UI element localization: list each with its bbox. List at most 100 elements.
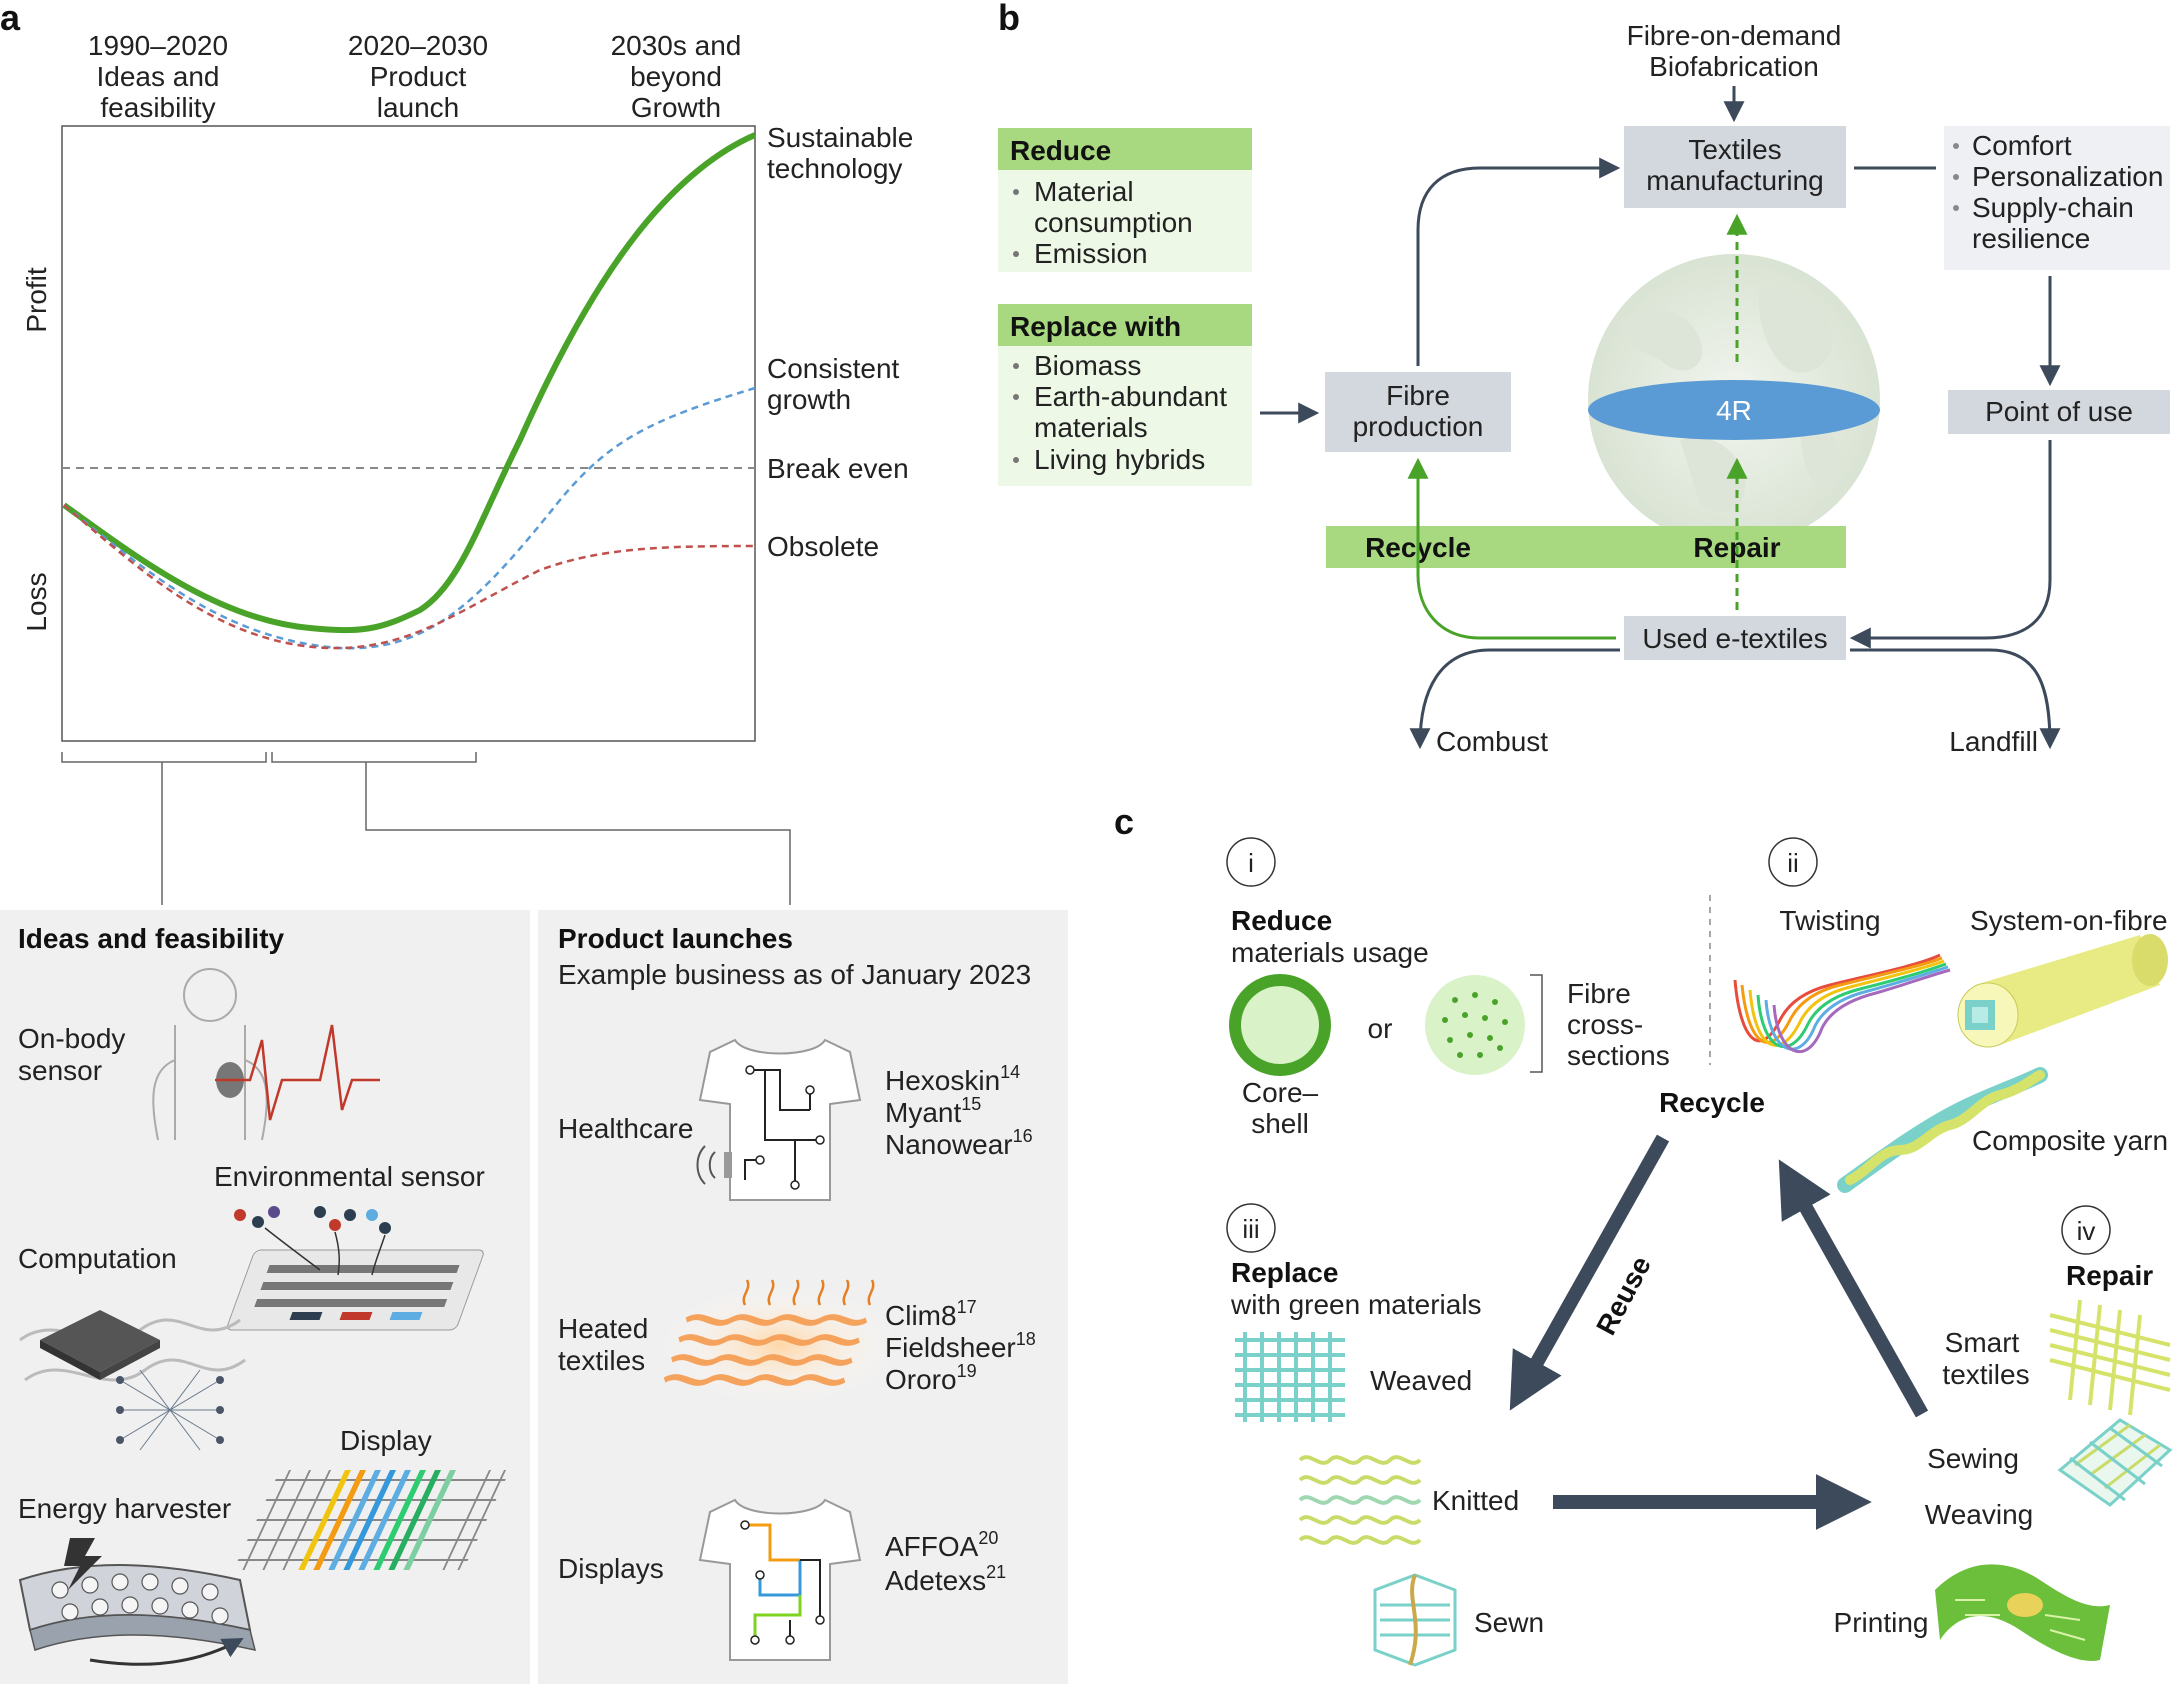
benefit-supply-chain-2: resilience: [1972, 223, 2090, 254]
combust-label: Combust: [1436, 726, 1548, 757]
consistent-label-2: growth: [767, 384, 851, 415]
era-2020-line1: 2020–2030: [348, 30, 488, 61]
twisting-fibres-icon: [1733, 953, 1951, 1054]
composite-yarn-icon: [1837, 1067, 2048, 1193]
environmental-sensor-icon: [227, 1206, 484, 1331]
healthcare-shirt-icon: [696, 1038, 862, 1201]
twisting-label: Twisting: [1779, 905, 1880, 936]
textiles-mfg-label-2: manufacturing: [1646, 165, 1823, 196]
panel-b: b Fibre-on-demand Biofabrication Reduce …: [998, 0, 2170, 757]
replace-green-title: Replace: [1231, 1257, 1338, 1288]
used-to-fibre-green-arrow: [1407, 457, 1616, 640]
product-box-title: Product launches: [558, 923, 793, 954]
company-nanowear: Nanowear16: [885, 1126, 1033, 1160]
fibre-production-label-2: production: [1353, 411, 1484, 442]
four-r-label: 4R: [1716, 395, 1752, 426]
or-label: or: [1368, 1013, 1393, 1044]
section-i-marker: [1226, 837, 1276, 887]
fibre-on-demand-label-1: Fibre-on-demand: [1627, 20, 1842, 51]
core-shell-label-1: Core–: [1242, 1077, 1319, 1108]
point-of-use-to-used-arrow: [1849, 440, 2052, 649]
on-body-label-1: On-body: [18, 1023, 125, 1054]
sewing-label: Sewing: [1927, 1443, 2019, 1474]
replace-item-earth-2: materials: [1034, 412, 1148, 443]
bracket-launch: [271, 752, 477, 763]
weaving-label: Weaving: [1925, 1499, 2033, 1530]
smart-textiles-label-1: Smart: [1945, 1327, 2020, 1358]
replace-item-earth-1: Earth-abundant: [1034, 381, 1227, 412]
replace-box: Replace with Biomass Earth-abundant mate…: [998, 304, 1252, 486]
section-ii-marker: [1768, 837, 1818, 887]
used-etextiles-box: Used e-textiles: [1624, 616, 1846, 660]
era-1990-line3: feasibility: [100, 92, 215, 123]
company-fieldsheer: Fieldsheer18: [885, 1329, 1036, 1363]
point-of-use-label: Point of use: [1985, 396, 2133, 427]
section-iii-label: iii: [1242, 1214, 1259, 1244]
display-companies: AFFOA20 Adetexs21: [885, 1528, 1006, 1596]
section-ii-label: ii: [1787, 848, 1799, 878]
panel-c: c i Reduce materials usage Core– shell o…: [1114, 801, 2173, 1667]
panel-c-letter: c: [1114, 801, 1134, 842]
environmental-sensor-label: Environmental sensor: [214, 1161, 485, 1192]
smart-textiles-icon: [2049, 1299, 2171, 1416]
company-ororo: Ororo19: [885, 1361, 977, 1395]
consistent-label-1: Consistent: [767, 353, 900, 384]
era-2030-line2: beyond: [630, 61, 722, 92]
system-on-fibre-icon: [1957, 934, 2168, 1048]
loss-axis-label: Loss: [21, 572, 52, 631]
computation-label: Computation: [18, 1243, 177, 1274]
display-shirt-icon: [698, 1498, 862, 1661]
section-iv-marker: [2061, 1205, 2111, 1255]
era-2030-line1: 2030s and: [611, 30, 742, 61]
printing-circuit-icon: [1935, 1564, 2110, 1661]
repair-to-recycle-arrow: [1778, 1159, 1929, 1418]
plot-frame: [61, 125, 756, 742]
repair-title: Repair: [2066, 1260, 2153, 1291]
fibre-on-demand-label-2: Biofabrication: [1649, 51, 1819, 82]
era-1990: 1990–2020 Ideas and feasibility: [88, 30, 228, 123]
connector-launch: [365, 762, 791, 905]
benefit-supply-chain-1: Supply-chain: [1972, 192, 2134, 223]
bracket-ideas: [61, 752, 267, 763]
replace-item-biomass: Biomass: [1034, 350, 1141, 381]
benefits-box: Comfort Personalization Supply-chain res…: [1944, 126, 2170, 270]
obsolete-label: Obsolete: [767, 531, 879, 562]
product-box-subtitle: Example business as of January 2023: [558, 959, 1031, 990]
landfill-label: Landfill: [1949, 726, 2038, 757]
recycle-to-replace-arrow: [1509, 1134, 1670, 1411]
human-body-icon: [152, 968, 380, 1141]
globe-icon: 4R: [1588, 254, 1880, 546]
ideas-box-title: Ideas and feasibility: [18, 923, 285, 954]
reduce-box: Reduce Material consumption Emission: [998, 128, 1252, 272]
sewing-fabric-icon: [2057, 1418, 2173, 1507]
system-on-fibre-label: System-on-fibre: [1970, 905, 2168, 936]
recycle-center-label: Recycle: [1659, 1087, 1765, 1118]
healthcare-label: Healthcare: [558, 1113, 693, 1144]
printing-label: Printing: [1834, 1607, 1929, 1638]
panel-a-letter: a: [0, 0, 21, 38]
obsolete-curve: [63, 504, 756, 650]
company-hexoskin: Hexoskin14: [885, 1062, 1020, 1096]
heated-companies: Clim817 Fieldsheer18 Ororo19: [885, 1297, 1036, 1395]
reduce-usage-subtitle: materials usage: [1231, 937, 1429, 968]
fibre-cross-section-icon: [1425, 975, 1525, 1075]
textiles-manufacturing-box: Textiles manufacturing: [1624, 126, 1846, 208]
section-i-label: i: [1248, 848, 1254, 878]
era-2030: 2030s and beyond Growth: [611, 30, 742, 123]
fibre-cs-label-2: cross-: [1567, 1009, 1643, 1040]
product-box: Product launches Example business as of …: [538, 910, 1068, 1684]
heated-label-1: Heated: [558, 1313, 648, 1344]
used-etextiles-label: Used e-textiles: [1642, 623, 1827, 654]
reuse-label: Reuse: [1590, 1251, 1657, 1340]
fibre-production-label-1: Fibre: [1386, 380, 1450, 411]
sustainable-label-1: Sustainable: [767, 122, 913, 153]
fibre-to-mfg-arrow: [1416, 157, 1621, 366]
sewn-icon: [1373, 1573, 1457, 1667]
heated-textile-icon: [660, 1279, 900, 1405]
era-2020-line3: launch: [377, 92, 460, 123]
era-1990-line2: Ideas and: [97, 61, 220, 92]
section-iii-marker: [1226, 1203, 1276, 1253]
core-shell-icon: [1229, 974, 1331, 1076]
sustainable-curve: [62, 132, 757, 634]
reduce-title: Reduce: [1010, 135, 1111, 166]
